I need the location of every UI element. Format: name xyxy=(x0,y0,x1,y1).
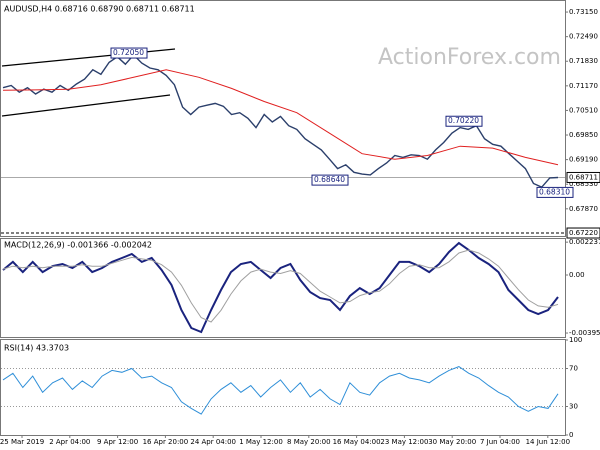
series-line xyxy=(2,53,559,189)
y-tick-label: 0.70510 xyxy=(569,106,598,114)
annotation-label: 0.68310 xyxy=(539,187,570,196)
panel-title: MACD(12,26,9) -0.001366 -0.002042 xyxy=(4,241,152,250)
y-tick-label: 0.69850 xyxy=(569,131,598,139)
annotation-label: 0.68640 xyxy=(314,175,345,184)
x-tick-label: 14 Jun 12:00 xyxy=(526,438,570,446)
x-tick-label: 1 May 12:00 xyxy=(239,438,283,446)
channel-lower xyxy=(1,94,171,117)
panel-title: RSI(14) 43.3703 xyxy=(4,344,69,353)
y-tick-label: -0.00395 xyxy=(569,329,600,337)
y-tick-label: 0.69190 xyxy=(569,156,598,164)
x-tick-label: 2 Apr 04:00 xyxy=(49,438,90,446)
x-tick-label: 16 May 04:00 xyxy=(333,438,381,446)
x-tick-label: 25 Mar 2019 xyxy=(0,438,44,446)
watermark: ActionForex.com xyxy=(378,45,561,70)
price-panel-frame xyxy=(0,0,566,237)
y-tick-label: 0.72490 xyxy=(569,33,598,41)
current-price-label: 0.68711 xyxy=(569,173,598,181)
series-line xyxy=(2,69,559,166)
y-tick-label: 0.002237 xyxy=(569,238,600,246)
y-tick-label: 0.73150 xyxy=(569,8,598,16)
x-tick-label: 9 Apr 12:00 xyxy=(97,438,138,446)
y-tick-label: 0 xyxy=(569,431,573,439)
x-tick-label: 8 May 20:00 xyxy=(287,438,331,446)
y-tick-label: 100 xyxy=(569,336,582,344)
y-tick-label: 0.00 xyxy=(569,271,585,279)
annotation-box xyxy=(445,115,483,127)
annotation-label: 0.72050 xyxy=(113,48,144,57)
y-tick-label: 0.71830 xyxy=(569,57,598,65)
series-line xyxy=(2,249,559,323)
annotation-label: 0.70220 xyxy=(448,116,479,125)
x-tick-label: 23 May 12:00 xyxy=(380,438,428,446)
level-box xyxy=(566,227,600,239)
y-tick-label: 30 xyxy=(569,403,578,411)
annotation-box xyxy=(311,174,349,186)
annotation-box xyxy=(536,186,574,198)
y-tick-label: 70 xyxy=(569,365,578,373)
y-tick-label: 0.71170 xyxy=(569,82,598,90)
current-price-box xyxy=(566,171,600,183)
y-tick-label: 0.68530 xyxy=(569,180,598,188)
level-label: 0.67220 xyxy=(569,229,598,237)
y-tick-label: 0.67870 xyxy=(569,205,598,213)
x-tick-label: 30 May 20:00 xyxy=(428,438,476,446)
x-tick-label: 16 Apr 20:00 xyxy=(143,438,189,446)
annotation-box xyxy=(110,47,148,59)
rsi-panel-frame xyxy=(0,339,566,436)
panel-title: AUDUSD,H4 0.68716 0.68790 0.68711 0.6871… xyxy=(4,5,195,14)
series-line xyxy=(2,241,559,334)
x-tick-label: 24 Apr 04:00 xyxy=(190,438,236,446)
x-tick-label: 7 Jun 04:00 xyxy=(480,438,520,446)
series-line xyxy=(2,366,559,415)
macd-panel-frame xyxy=(0,238,566,338)
